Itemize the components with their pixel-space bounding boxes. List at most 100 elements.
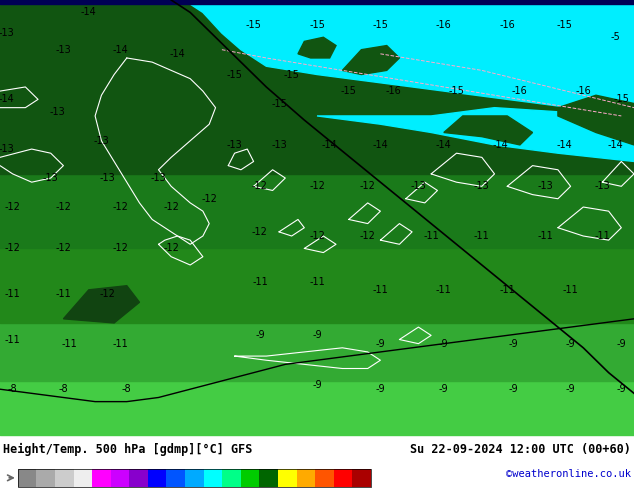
Text: -16: -16 [436,20,451,30]
Text: -12: -12 [55,244,72,253]
Text: -11: -11 [500,285,515,295]
Bar [241,469,259,487]
Text: -9: -9 [566,384,576,394]
Text: -13: -13 [94,136,109,146]
Text: -15: -15 [226,70,243,79]
Text: -9: -9 [312,380,322,390]
Bar [111,469,129,487]
Text: -12: -12 [252,227,268,237]
Text: -11: -11 [373,285,388,295]
Text: -13: -13 [151,173,166,183]
Bar [204,469,222,487]
Text: -14: -14 [373,140,388,150]
Text: -11: -11 [563,285,578,295]
Bar [167,469,185,487]
Text: Su 22-09-2024 12:00 UTC (00+60): Su 22-09-2024 12:00 UTC (00+60) [410,443,631,456]
Text: -16: -16 [385,86,401,96]
Text: -12: -12 [100,289,116,299]
Polygon shape [63,286,139,323]
Text: -9: -9 [566,339,576,349]
Text: -14: -14 [607,140,623,150]
Text: -13: -13 [538,181,553,191]
Bar [259,469,278,487]
Polygon shape [184,0,634,116]
Bar [18,469,371,487]
Text: -15: -15 [448,86,465,96]
Text: -14: -14 [81,7,96,18]
Text: -13: -13 [271,140,287,150]
Text: -13: -13 [0,28,14,38]
Polygon shape [342,46,399,74]
Text: -13: -13 [474,181,489,191]
Text: -11: -11 [56,289,71,299]
Polygon shape [317,108,634,162]
Text: -12: -12 [359,231,376,241]
Text: -8: -8 [8,384,18,394]
Text: -9: -9 [439,384,449,394]
Bar [297,469,315,487]
Text: -13: -13 [56,45,71,55]
Text: -12: -12 [201,194,217,204]
Bar [18,469,36,487]
Text: -16: -16 [576,86,591,96]
Text: -13: -13 [595,181,610,191]
Bar [36,469,55,487]
Text: -9: -9 [508,339,519,349]
Text: -14: -14 [322,140,337,150]
Bar [92,469,111,487]
Text: -9: -9 [439,339,449,349]
Text: -11: -11 [5,335,20,344]
Text: -14: -14 [113,45,128,55]
Text: -15: -15 [309,20,325,30]
Text: -15: -15 [556,20,573,30]
Text: -11: -11 [538,231,553,241]
Bar [129,469,148,487]
Text: -11: -11 [474,231,489,241]
Text: -14: -14 [170,49,185,59]
Text: -14: -14 [493,140,508,150]
Text: Height/Temp. 500 hPa [gdmp][°C] GFS: Height/Temp. 500 hPa [gdmp][°C] GFS [3,443,252,456]
Bar [333,469,353,487]
Text: -12: -12 [55,202,72,212]
Bar [353,469,371,487]
Text: -13: -13 [43,173,58,183]
Text: -15: -15 [340,86,357,96]
Bar [185,469,204,487]
Text: -14: -14 [557,140,572,150]
Text: -11: -11 [252,276,268,287]
Text: -15: -15 [271,98,287,108]
Text: -11: -11 [595,231,610,241]
Text: -16: -16 [512,86,527,96]
Text: -12: -12 [252,181,268,191]
Text: -13: -13 [227,140,242,150]
Text: -9: -9 [616,384,626,394]
Text: -12: -12 [4,244,21,253]
Text: -13: -13 [0,144,14,154]
Text: -11: -11 [436,285,451,295]
Text: -13: -13 [49,107,65,117]
Text: -11: -11 [5,289,20,299]
Text: -12: -12 [359,181,376,191]
Bar [315,469,333,487]
Text: -9: -9 [375,339,385,349]
Text: -9: -9 [255,330,265,341]
Text: -8: -8 [58,384,68,394]
Text: -15: -15 [283,70,300,79]
Text: -12: -12 [309,181,325,191]
Polygon shape [558,95,634,145]
Text: -12: -12 [309,231,325,241]
Text: -9: -9 [375,384,385,394]
Text: -11: -11 [309,276,325,287]
Bar [222,469,241,487]
Text: -15: -15 [613,95,630,104]
Text: -12: -12 [4,202,21,212]
Bar [55,469,74,487]
Text: ©weatheronline.co.uk: ©weatheronline.co.uk [506,469,631,479]
Text: -8: -8 [122,384,132,394]
Bar [74,469,92,487]
Text: -11: -11 [113,339,128,349]
Text: -14: -14 [0,95,14,104]
Bar [278,469,297,487]
Text: -11: -11 [62,339,77,349]
Polygon shape [444,116,533,145]
